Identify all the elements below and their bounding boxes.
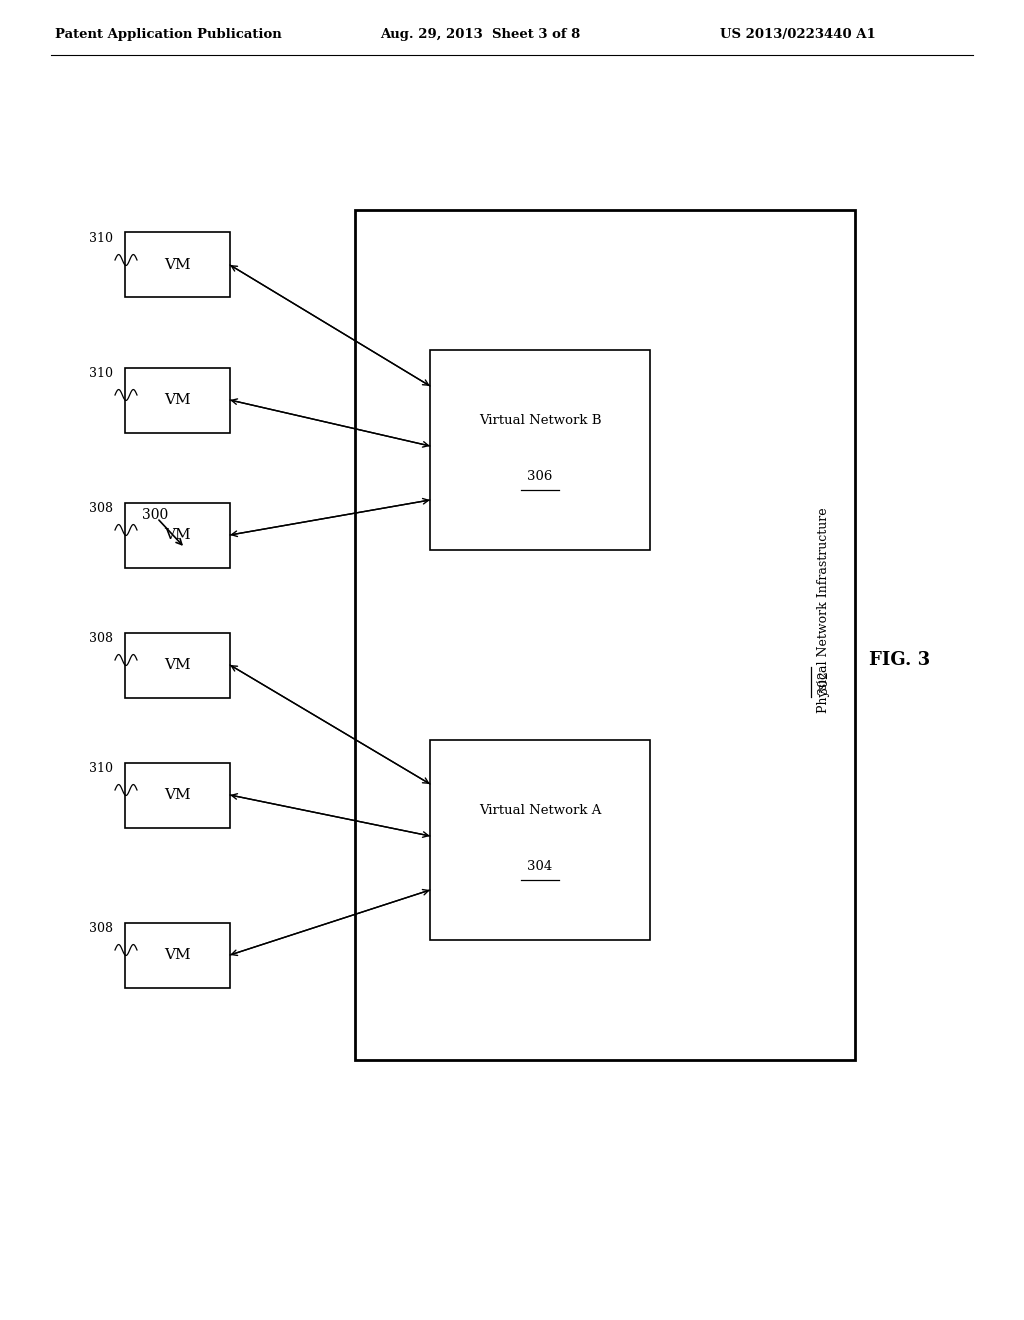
Text: 308: 308 — [89, 921, 113, 935]
Text: VM: VM — [164, 948, 190, 962]
Text: VM: VM — [164, 528, 190, 543]
Bar — [125, 763, 230, 828]
Text: 310: 310 — [89, 231, 113, 244]
Text: 310: 310 — [89, 367, 113, 380]
Text: 302: 302 — [816, 671, 829, 694]
Text: US 2013/0223440 A1: US 2013/0223440 A1 — [720, 28, 876, 41]
Text: 308: 308 — [89, 502, 113, 515]
Text: Aug. 29, 2013  Sheet 3 of 8: Aug. 29, 2013 Sheet 3 of 8 — [380, 28, 581, 41]
Text: Virtual Network B: Virtual Network B — [479, 413, 601, 426]
Text: VM: VM — [164, 393, 190, 407]
Bar — [125, 632, 230, 697]
Text: 300: 300 — [142, 508, 168, 521]
Text: VM: VM — [164, 657, 190, 672]
Text: 310: 310 — [89, 762, 113, 775]
Text: FIG. 3: FIG. 3 — [869, 651, 931, 669]
Bar — [125, 367, 230, 433]
Text: Virtual Network A: Virtual Network A — [479, 804, 601, 817]
Text: 306: 306 — [527, 470, 553, 483]
Bar — [430, 350, 650, 550]
Text: 308: 308 — [89, 631, 113, 644]
Bar — [430, 741, 650, 940]
Text: Patent Application Publication: Patent Application Publication — [55, 28, 282, 41]
Bar — [125, 503, 230, 568]
Text: VM: VM — [164, 257, 190, 272]
Text: VM: VM — [164, 788, 190, 803]
Bar — [355, 210, 855, 1060]
Bar — [125, 232, 230, 297]
Bar — [125, 923, 230, 987]
Text: Physical Network Infrastructure: Physical Network Infrastructure — [816, 507, 829, 713]
Text: 304: 304 — [527, 859, 553, 873]
